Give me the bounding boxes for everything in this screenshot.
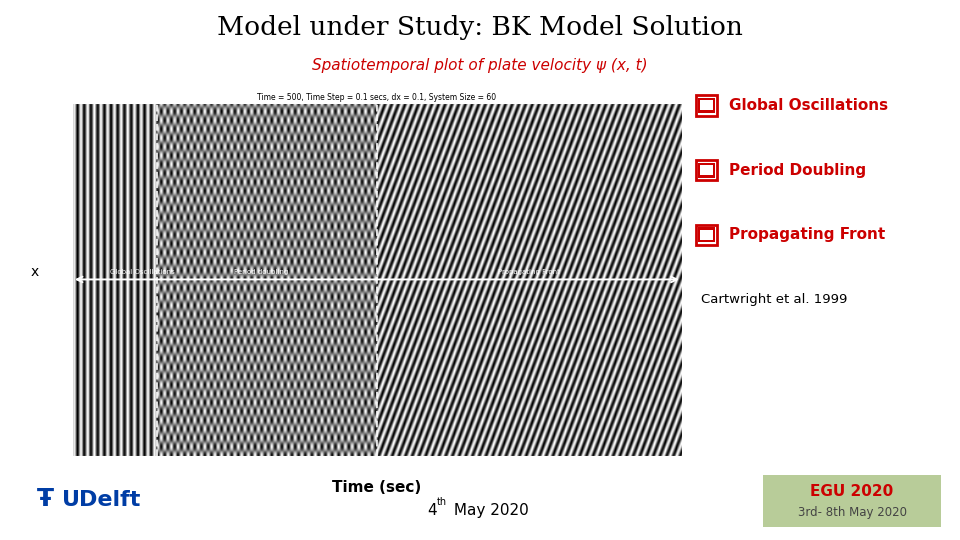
Text: Propagating Front: Propagating Front [729, 227, 885, 242]
Text: Delft: Delft [79, 489, 140, 510]
Text: Global Oscillations: Global Oscillations [109, 269, 175, 275]
Text: EGU 2020: EGU 2020 [810, 484, 894, 499]
Text: U: U [62, 489, 81, 510]
Text: Cartwright et al. 1999: Cartwright et al. 1999 [701, 293, 847, 306]
Text: Global Oscillations: Global Oscillations [729, 98, 888, 113]
Text: Ŧ: Ŧ [36, 488, 54, 511]
Y-axis label: x: x [31, 266, 38, 280]
Text: Propagating Front: Propagating Front [498, 269, 560, 275]
Text: 4: 4 [427, 503, 437, 518]
Text: Period Doubling: Period Doubling [729, 163, 866, 178]
Text: Spatiotemporal plot of plate velocity ψ (x, t): Spatiotemporal plot of plate velocity ψ … [312, 58, 648, 73]
X-axis label: Time (sec): Time (sec) [332, 480, 421, 495]
Text: Model under Study: BK Model Solution: Model under Study: BK Model Solution [217, 15, 743, 40]
Text: th: th [437, 496, 447, 507]
Text: 3rd- 8th May 2020: 3rd- 8th May 2020 [798, 505, 906, 518]
Text: May 2020: May 2020 [449, 503, 529, 518]
Text: Period doubling: Period doubling [234, 269, 288, 275]
Title: Time = 500, Time Step = 0.1 secs, dx = 0.1, System Size = 60: Time = 500, Time Step = 0.1 secs, dx = 0… [257, 93, 496, 102]
